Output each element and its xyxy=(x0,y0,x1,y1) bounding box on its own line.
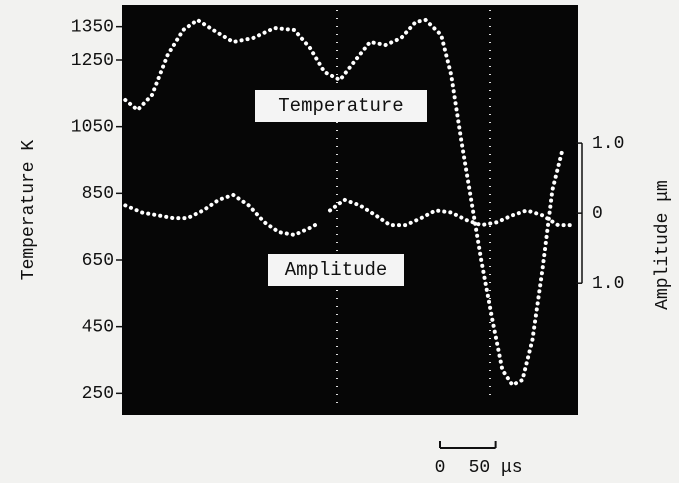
y-tick-label: 1050 xyxy=(71,117,114,137)
y2-tick-label: 1.0 xyxy=(592,134,624,154)
y-tick-label: 450 xyxy=(82,317,114,337)
scale-bar-label: 0 xyxy=(435,458,446,478)
y-tick-label: 250 xyxy=(82,384,114,404)
series-label: Temperature xyxy=(278,95,403,117)
y-tick-label: 650 xyxy=(82,251,114,271)
y2-tick-label: 0 xyxy=(592,204,603,224)
y2-axis-title: Amplitude μm xyxy=(653,180,673,310)
y2-tick-label: 1.0 xyxy=(592,274,624,294)
y-tick-label: 1250 xyxy=(71,51,114,71)
y-tick-label: 1350 xyxy=(71,17,114,37)
chart: Temperature K Amplitude μm Temperature A… xyxy=(0,0,679,483)
scale-bar-label: 50 μs xyxy=(469,458,523,478)
y-tick-label: 850 xyxy=(82,184,114,204)
series-label: Amplitude xyxy=(285,259,388,281)
y-axis-title: Temperature K xyxy=(19,140,39,281)
